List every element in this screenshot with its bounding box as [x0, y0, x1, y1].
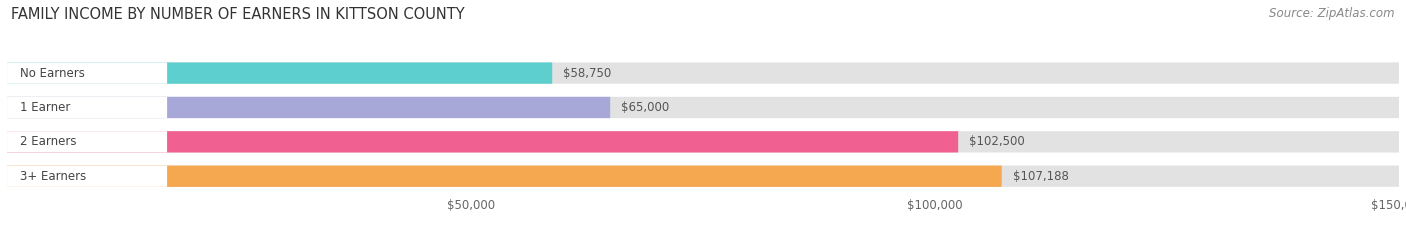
FancyBboxPatch shape	[7, 131, 959, 152]
Text: 3+ Earners: 3+ Earners	[20, 170, 86, 183]
FancyBboxPatch shape	[7, 97, 610, 118]
Text: 1 Earner: 1 Earner	[20, 101, 70, 114]
Text: $58,750: $58,750	[564, 67, 612, 80]
FancyBboxPatch shape	[7, 166, 167, 187]
FancyBboxPatch shape	[7, 166, 1399, 187]
FancyBboxPatch shape	[7, 62, 553, 84]
FancyBboxPatch shape	[7, 97, 167, 118]
FancyBboxPatch shape	[7, 62, 167, 84]
Text: No Earners: No Earners	[20, 67, 84, 80]
Text: 2 Earners: 2 Earners	[20, 135, 76, 148]
Text: Source: ZipAtlas.com: Source: ZipAtlas.com	[1270, 7, 1395, 20]
Text: $65,000: $65,000	[621, 101, 669, 114]
Text: $102,500: $102,500	[969, 135, 1025, 148]
FancyBboxPatch shape	[7, 166, 1001, 187]
FancyBboxPatch shape	[7, 97, 1399, 118]
FancyBboxPatch shape	[7, 62, 1399, 84]
Text: $107,188: $107,188	[1012, 170, 1069, 183]
FancyBboxPatch shape	[7, 131, 1399, 152]
FancyBboxPatch shape	[7, 131, 167, 152]
Text: FAMILY INCOME BY NUMBER OF EARNERS IN KITTSON COUNTY: FAMILY INCOME BY NUMBER OF EARNERS IN KI…	[11, 7, 465, 22]
